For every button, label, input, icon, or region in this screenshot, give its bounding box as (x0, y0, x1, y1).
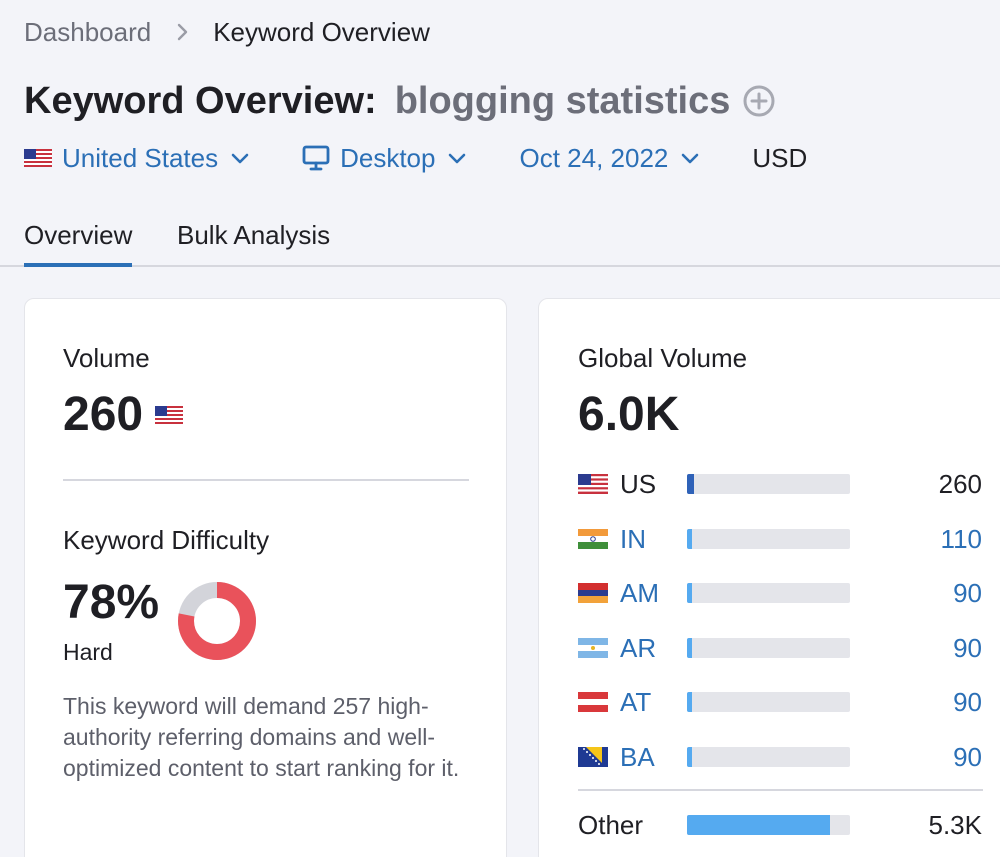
currency-label: USD (752, 142, 808, 173)
global-volume-card: Global Volume 6.0K US 260 IN (538, 298, 1000, 857)
country-code: AT (620, 686, 652, 717)
difficulty-donut-chart (178, 582, 256, 660)
country-volume: 90 (953, 632, 982, 663)
desktop-icon (302, 145, 330, 171)
volume-bar (687, 815, 850, 835)
volume-bar-fill (687, 638, 692, 658)
keyword-difficulty-label: Keyword Difficulty (63, 525, 270, 555)
country-row-ba[interactable]: BA 90 (578, 737, 982, 777)
country-code: IN (620, 523, 646, 554)
country-volume: 90 (953, 686, 982, 717)
volume-bar-fill (687, 747, 692, 767)
page-title: Keyword Overview: blogging statistics (24, 76, 776, 126)
country-volume: 90 (953, 577, 982, 608)
country-row-ar[interactable]: AR 90 (578, 628, 982, 668)
volume-bar-fill (687, 529, 692, 549)
us-flag-icon (578, 474, 608, 494)
volume-bar (687, 638, 850, 658)
volume-bar-fill (687, 815, 831, 835)
device-selector[interactable]: Desktop (302, 143, 467, 174)
country-volume: 90 (953, 741, 982, 772)
country-volume: 260 (938, 468, 982, 499)
volume-bar (687, 747, 850, 767)
us-flag-icon (155, 405, 184, 424)
country-row-am[interactable]: AM 90 (578, 573, 982, 613)
country-selector-label: United States (62, 142, 219, 173)
global-volume-value: 6.0K (578, 388, 680, 441)
country-code: BA (620, 741, 655, 772)
volume-label: Volume (63, 343, 150, 373)
breadcrumb: Dashboard Keyword Overview (24, 14, 430, 50)
divider (578, 789, 983, 791)
country-volume: 110 (940, 523, 982, 554)
country-row-at[interactable]: AT 90 (578, 682, 982, 722)
keyword-title: blogging statistics (394, 79, 731, 122)
keyword-difficulty-level: Hard (63, 639, 113, 665)
volume-value: 260 (63, 388, 144, 441)
keyword-difficulty-value: 78% (63, 576, 160, 629)
breadcrumb-current: Keyword Overview (213, 16, 430, 47)
chevron-down-icon (230, 151, 250, 165)
divider (63, 479, 469, 481)
volume-value-row: 260 (63, 387, 184, 442)
volume-bar-fill (687, 692, 692, 712)
tab-bar: Overview Bulk Analysis (0, 216, 1000, 267)
other-label: Other (578, 809, 644, 840)
country-row-us[interactable]: US 260 (578, 464, 982, 504)
page-title-main: Keyword Overview: (24, 79, 377, 122)
filters-bar: United States Desktop Oct 24, 2022 USD (24, 138, 807, 178)
device-selector-label: Desktop (340, 142, 436, 173)
keyword-difficulty-description: This keyword will demand 257 high-author… (63, 693, 460, 781)
breadcrumb-dashboard-link[interactable]: Dashboard (24, 16, 152, 47)
country-code: AM (620, 577, 659, 608)
add-circle-icon[interactable] (742, 84, 776, 118)
chevron-down-icon (680, 151, 700, 165)
country-code: AR (620, 632, 657, 663)
bosnia-flag-icon (578, 747, 608, 767)
country-row-in[interactable]: IN 110 (578, 519, 982, 559)
country-code: US (620, 468, 657, 499)
austria-flag-icon (578, 692, 608, 712)
country-selector[interactable]: United States (24, 143, 250, 174)
volume-bar (687, 692, 850, 712)
country-row-other: Other 5.3K (578, 805, 982, 845)
us-flag-icon (24, 149, 52, 167)
date-selector[interactable]: Oct 24, 2022 (519, 143, 700, 174)
global-volume-label: Global Volume (578, 343, 748, 373)
volume-bar (687, 529, 850, 549)
volume-bar (687, 583, 850, 603)
volume-bar (687, 474, 850, 494)
chevron-right-icon (177, 23, 189, 41)
date-selector-label: Oct 24, 2022 (519, 142, 669, 173)
tab-overview[interactable]: Overview (24, 220, 133, 267)
armenia-flag-icon (578, 583, 608, 603)
chevron-down-icon (447, 151, 467, 165)
volume-difficulty-card: Volume 260 Keyword Difficulty 78% Hard T… (24, 298, 507, 857)
tab-bulk-analysis[interactable]: Bulk Analysis (177, 220, 331, 250)
donut-arc (178, 582, 256, 660)
argentina-flag-icon (578, 638, 608, 658)
india-flag-icon (578, 529, 608, 549)
volume-bar-fill (687, 583, 692, 603)
other-volume: 5.3K (928, 809, 983, 840)
volume-bar-fill (687, 474, 694, 494)
